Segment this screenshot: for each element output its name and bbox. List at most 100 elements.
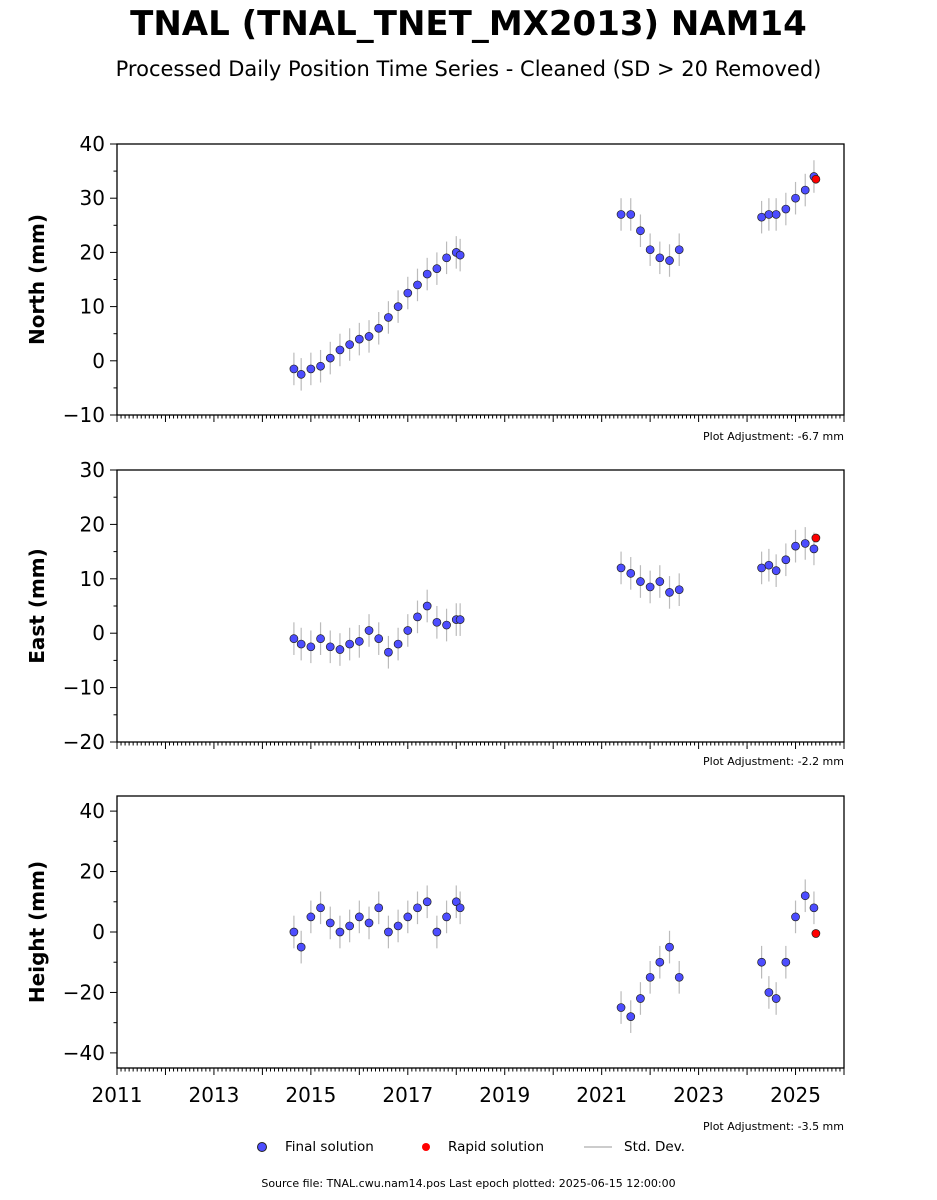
- final-solution-point: [335, 927, 345, 937]
- final-solution-point: [316, 634, 325, 643]
- final-solution-point: [791, 541, 800, 551]
- final-solution-point: [345, 639, 354, 649]
- plot-frame: [116, 795, 845, 1069]
- final-solution-point: [354, 912, 364, 922]
- final-solution-point: [296, 370, 306, 379]
- final-solution-point: [636, 994, 645, 1003]
- final-solution-point: [645, 972, 655, 982]
- final-solution-point: [764, 210, 774, 219]
- y-tick-label: −40: [63, 1041, 105, 1065]
- final-solution-point: [422, 269, 432, 279]
- legend-rapid: Rapid solution: [422, 1136, 544, 1158]
- final-solution-point: [791, 193, 800, 203]
- legend-rapid-label: Rapid solution: [448, 1139, 544, 1155]
- final-solution-point: [665, 588, 674, 597]
- y-tick-label: 20: [80, 240, 105, 264]
- final-solution-point: [413, 903, 422, 913]
- final-solution-point: [791, 912, 800, 922]
- y-tick-label: 10: [80, 295, 105, 319]
- final-solution-point: [442, 620, 451, 630]
- x-tick-label: 2013: [188, 1083, 239, 1107]
- y-tick-label: 40: [80, 132, 105, 156]
- plot-frame: [116, 143, 845, 416]
- final-solution-point: [296, 942, 306, 952]
- final-solution-point: [325, 918, 335, 928]
- final-solution-point: [413, 612, 422, 622]
- final-solution-point: [757, 212, 766, 222]
- final-solution-point: [403, 912, 413, 922]
- final-solution-point: [636, 226, 645, 236]
- final-solution-point: [432, 617, 442, 627]
- final-solution-point: [442, 253, 451, 263]
- final-solution-point: [403, 626, 413, 635]
- final-solution-point: [781, 204, 791, 214]
- y-axis-label: Height (mm): [25, 861, 49, 1003]
- y-tick-label: −20: [63, 980, 105, 1004]
- final-solution-point: [384, 647, 393, 657]
- rapid-solution-point: [811, 174, 821, 184]
- final-solution-point: [800, 891, 810, 901]
- final-solution-point: [306, 912, 316, 922]
- final-solution-point: [422, 601, 432, 611]
- final-solution-point: [432, 264, 442, 274]
- final-solution-point: [665, 256, 674, 265]
- y-tick-label: 0: [92, 621, 105, 645]
- y-tick-label: −10: [63, 403, 105, 427]
- final-solution-point: [325, 642, 335, 652]
- final-solution-point: [364, 332, 374, 341]
- final-solution-point: [345, 340, 354, 349]
- source-footer: Source file: TNAL.cwu.nam14.pos Last epo…: [261, 1177, 676, 1190]
- plot-adjustment: Plot Adjustment: -6.7 mm: [703, 430, 844, 443]
- final-solution-point: [393, 302, 403, 311]
- final-solution-point: [364, 918, 374, 928]
- plot-adjustment: Plot Adjustment: -3.5 mm: [703, 1120, 844, 1133]
- final-solution-point: [306, 364, 316, 374]
- final-solution-point: [413, 280, 422, 290]
- final-solution-point: [345, 921, 354, 931]
- final-solution-point: [757, 957, 766, 967]
- y-tick-label: 0: [92, 349, 105, 373]
- final-solution-point: [616, 1003, 626, 1012]
- final-solution-point: [655, 253, 665, 263]
- final-solution-point: [626, 569, 636, 578]
- final-solution-point: [374, 634, 384, 643]
- y-tick-label: 20: [80, 860, 105, 884]
- legend-final-marker: [257, 1142, 267, 1152]
- final-solution-point: [655, 957, 665, 967]
- y-tick-label: −20: [63, 730, 105, 754]
- final-solution-point: [800, 185, 810, 195]
- final-solution-point: [335, 345, 345, 355]
- legend-final-label: Final solution: [285, 1139, 374, 1155]
- final-solution-point: [354, 637, 364, 646]
- y-axis-label: East (mm): [25, 548, 49, 664]
- x-tick-label: 2023: [673, 1083, 724, 1107]
- final-solution-point: [764, 988, 774, 997]
- x-tick-label: 2019: [479, 1083, 530, 1107]
- final-solution-point: [771, 566, 781, 575]
- legend-std: Std. Dev.: [584, 1136, 685, 1158]
- final-solution-point: [316, 361, 325, 371]
- legend-std-label: Std. Dev.: [624, 1139, 685, 1155]
- final-solution-point: [626, 210, 636, 219]
- final-solution-point: [296, 639, 306, 649]
- final-solution-point: [455, 615, 465, 624]
- final-solution-point: [455, 250, 465, 260]
- y-tick-label: 30: [80, 186, 105, 210]
- y-axis-label: North (mm): [25, 214, 49, 345]
- chart-title: TNAL (TNAL_TNET_MX2013) NAM14: [130, 4, 807, 44]
- plot-adjustment: Plot Adjustment: -2.2 mm: [703, 755, 844, 768]
- final-solution-point: [616, 563, 626, 573]
- legend-rapid-marker: [422, 1143, 430, 1151]
- y-tick-label: 20: [80, 512, 105, 536]
- final-solution-point: [354, 334, 364, 344]
- x-tick-label: 2025: [770, 1083, 821, 1107]
- final-solution-point: [374, 323, 384, 333]
- chart-subtitle: Processed Daily Position Time Series - C…: [115, 57, 822, 81]
- final-solution-point: [665, 942, 674, 952]
- y-tick-label: −10: [63, 676, 105, 700]
- final-solution-point: [764, 560, 774, 570]
- final-solution-point: [289, 364, 299, 374]
- final-solution-point: [374, 903, 384, 913]
- final-solution-point: [757, 563, 766, 573]
- x-tick-label: 2017: [382, 1083, 433, 1107]
